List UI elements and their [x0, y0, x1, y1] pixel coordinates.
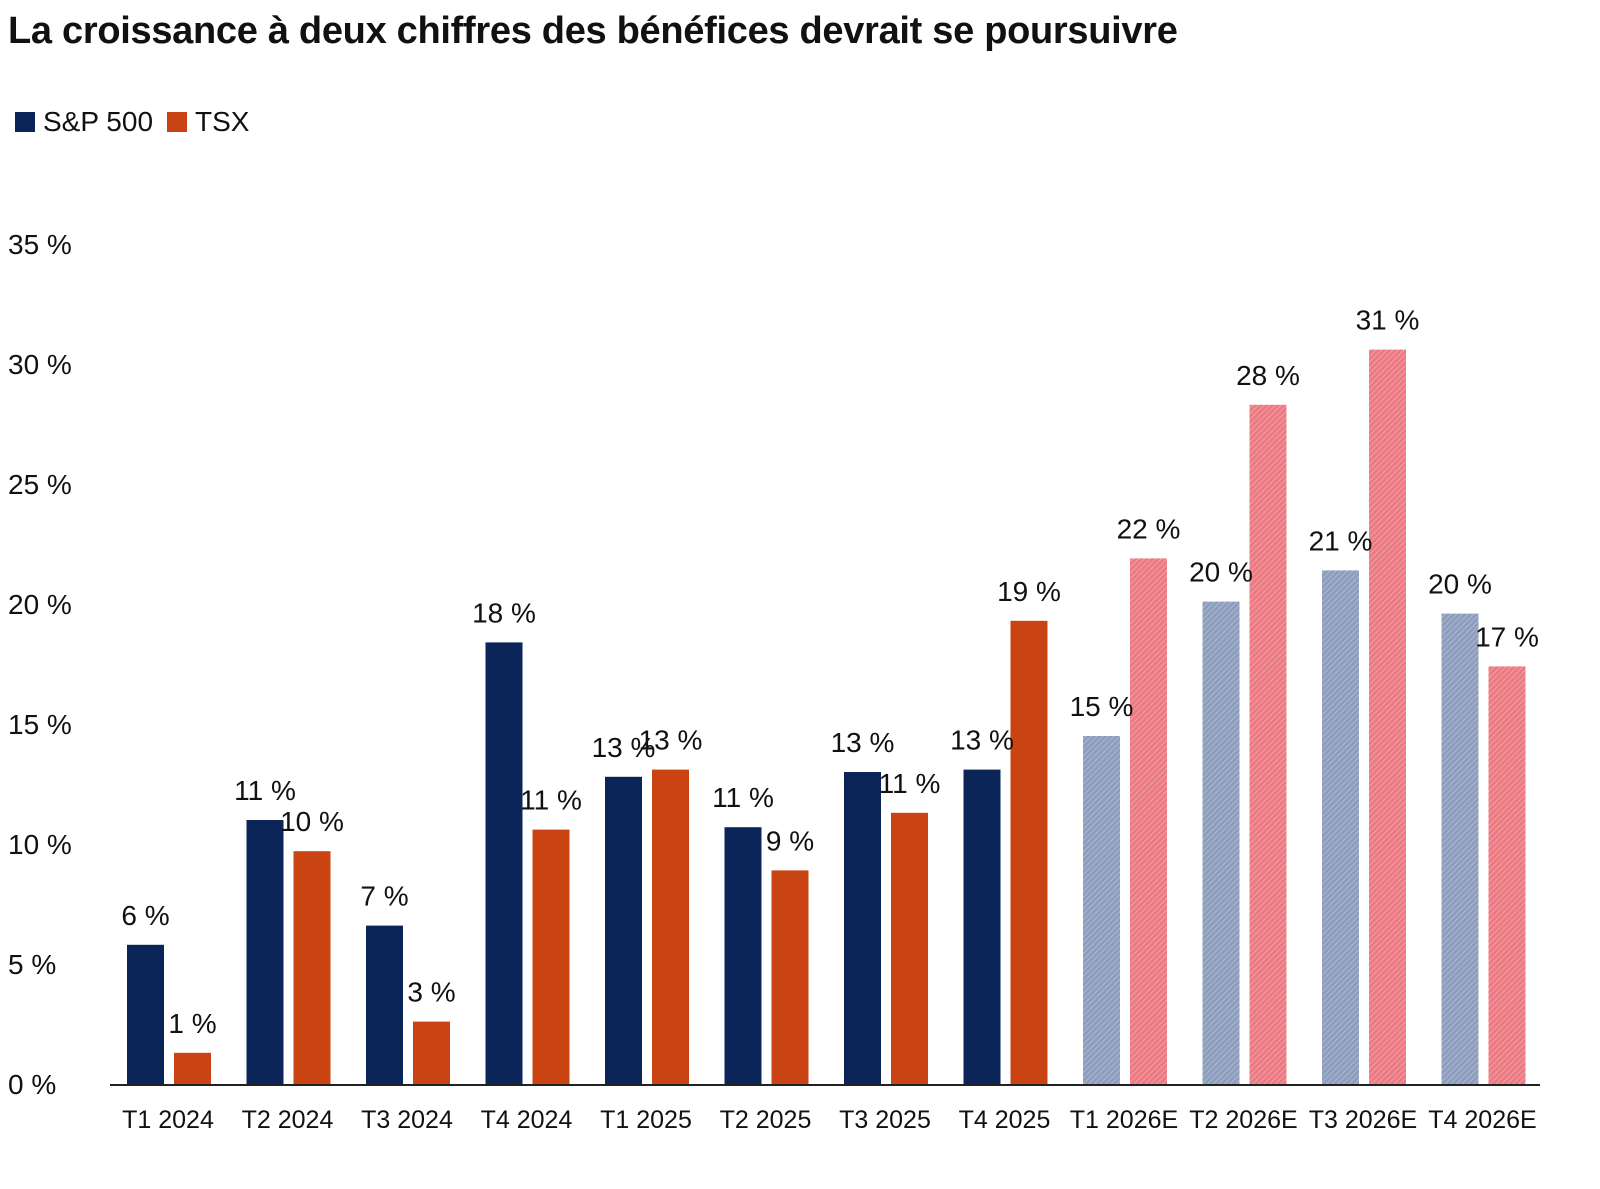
data-label-tsx: 1 %	[168, 1008, 216, 1039]
bar-tsx	[1010, 620, 1048, 1084]
data-label-tsx: 31 %	[1356, 305, 1420, 336]
data-label-sp500: 11 %	[712, 782, 774, 813]
data-label-sp500: 21 %	[1309, 525, 1373, 556]
x-tick-label: T4 2024	[481, 1106, 573, 1134]
data-label-sp500: 7 %	[360, 881, 408, 912]
x-tick-label: T1 2025	[600, 1106, 692, 1134]
bar-tsx	[1249, 404, 1287, 1084]
bar-sp500	[485, 642, 523, 1084]
data-label-sp500: 20 %	[1189, 557, 1253, 588]
legend-item-tsx: TSX	[167, 106, 250, 138]
data-label-sp500: 6 %	[121, 900, 169, 931]
data-label-sp500: 15 %	[1070, 691, 1134, 722]
data-label-tsx: 3 %	[407, 977, 455, 1008]
bars	[127, 349, 1526, 1085]
x-tick-label: T2 2025	[720, 1106, 812, 1134]
y-tick-label: 0 %	[8, 1069, 56, 1100]
data-label-tsx: 11 %	[520, 785, 582, 816]
bar-sp500	[366, 925, 403, 1084]
bar-tsx	[652, 769, 689, 1084]
x-tick-label: T3 2025	[839, 1106, 931, 1134]
bar-sp500	[127, 944, 164, 1084]
data-label-sp500: 20 %	[1428, 569, 1492, 600]
bar-sp500	[605, 776, 642, 1084]
data-label-tsx: 22 %	[1117, 513, 1181, 544]
data-label-sp500: 13 %	[592, 732, 656, 763]
x-tick-label: T1 2026E	[1070, 1106, 1178, 1134]
data-label-tsx: 10 %	[280, 806, 344, 837]
data-labels: 6 %1 %11 %10 %7 %3 %18 %11 %13 %13 %11 %…	[121, 305, 1539, 1039]
x-axis: T1 2024 T2 2024 T3 2024 T4 2024 T1 2025 T2 20…	[110, 1084, 1540, 1134]
bar-sp500	[844, 772, 881, 1084]
bar-tsx	[174, 1052, 211, 1084]
x-tick-label: T1 2024	[122, 1106, 214, 1134]
legend: S&P 500 TSX	[15, 106, 264, 138]
data-label-sp500: 13 %	[950, 725, 1014, 756]
legend-swatch-tsx	[167, 112, 188, 132]
x-tick-label: T2 2024	[242, 1106, 334, 1134]
y-tick-label: 20 %	[8, 589, 72, 620]
chart-title: La croissance à deux chiffres des bénéfi…	[8, 10, 1178, 52]
bar-sp500	[1441, 613, 1479, 1084]
y-tick-label: 25 %	[8, 469, 72, 500]
data-label-tsx: 19 %	[997, 576, 1061, 607]
data-label-tsx: 13 %	[639, 725, 703, 756]
bar-sp500	[1322, 570, 1359, 1084]
data-label-tsx: 28 %	[1236, 360, 1300, 391]
data-label-tsx: 17 %	[1475, 621, 1539, 652]
x-tick-label: T2 2026E	[1189, 1106, 1297, 1134]
y-tick-label: 35 %	[8, 229, 72, 260]
bar-tsx	[1369, 349, 1406, 1085]
bar-sp500	[1083, 736, 1120, 1084]
bar-tsx	[293, 851, 331, 1084]
x-tick-label: T3 2026E	[1309, 1106, 1417, 1134]
legend-label-tsx: TSX	[195, 106, 250, 137]
legend-swatch-sp500	[15, 112, 35, 132]
y-tick-label: 5 %	[8, 949, 56, 980]
bar-tsx	[1488, 666, 1526, 1084]
x-tick-label: T4 2026E	[1428, 1106, 1536, 1134]
data-label-tsx: 11 %	[879, 768, 941, 799]
bar-tsx	[413, 1021, 450, 1084]
y-tick-label: 15 %	[8, 709, 72, 740]
data-label-sp500: 11 %	[234, 775, 296, 806]
data-label-tsx: 9 %	[766, 825, 814, 856]
legend-item-sp500: S&P 500	[15, 106, 153, 138]
bar-tsx	[771, 870, 809, 1084]
legend-label-sp500: S&P 500	[43, 106, 154, 137]
bar-sp500	[963, 769, 1001, 1084]
bar-tsx	[532, 829, 570, 1084]
y-tick-label: 10 %	[8, 829, 72, 860]
bar-tsx	[1130, 558, 1167, 1084]
bar-tsx	[891, 812, 928, 1084]
y-tick-label: 30 %	[8, 349, 72, 380]
data-label-sp500: 13 %	[831, 727, 895, 758]
data-label-sp500: 18 %	[472, 597, 536, 628]
bar-sp500	[724, 827, 762, 1084]
x-tick-label: T4 2025	[959, 1106, 1051, 1134]
bar-sp500	[246, 820, 284, 1084]
bar-sp500	[1202, 601, 1240, 1084]
x-tick-label: T3 2024	[361, 1106, 453, 1134]
y-axis: 0 % 5 % 10 % 15 % 20 % 25 % 30 % 35 %	[8, 229, 72, 1100]
